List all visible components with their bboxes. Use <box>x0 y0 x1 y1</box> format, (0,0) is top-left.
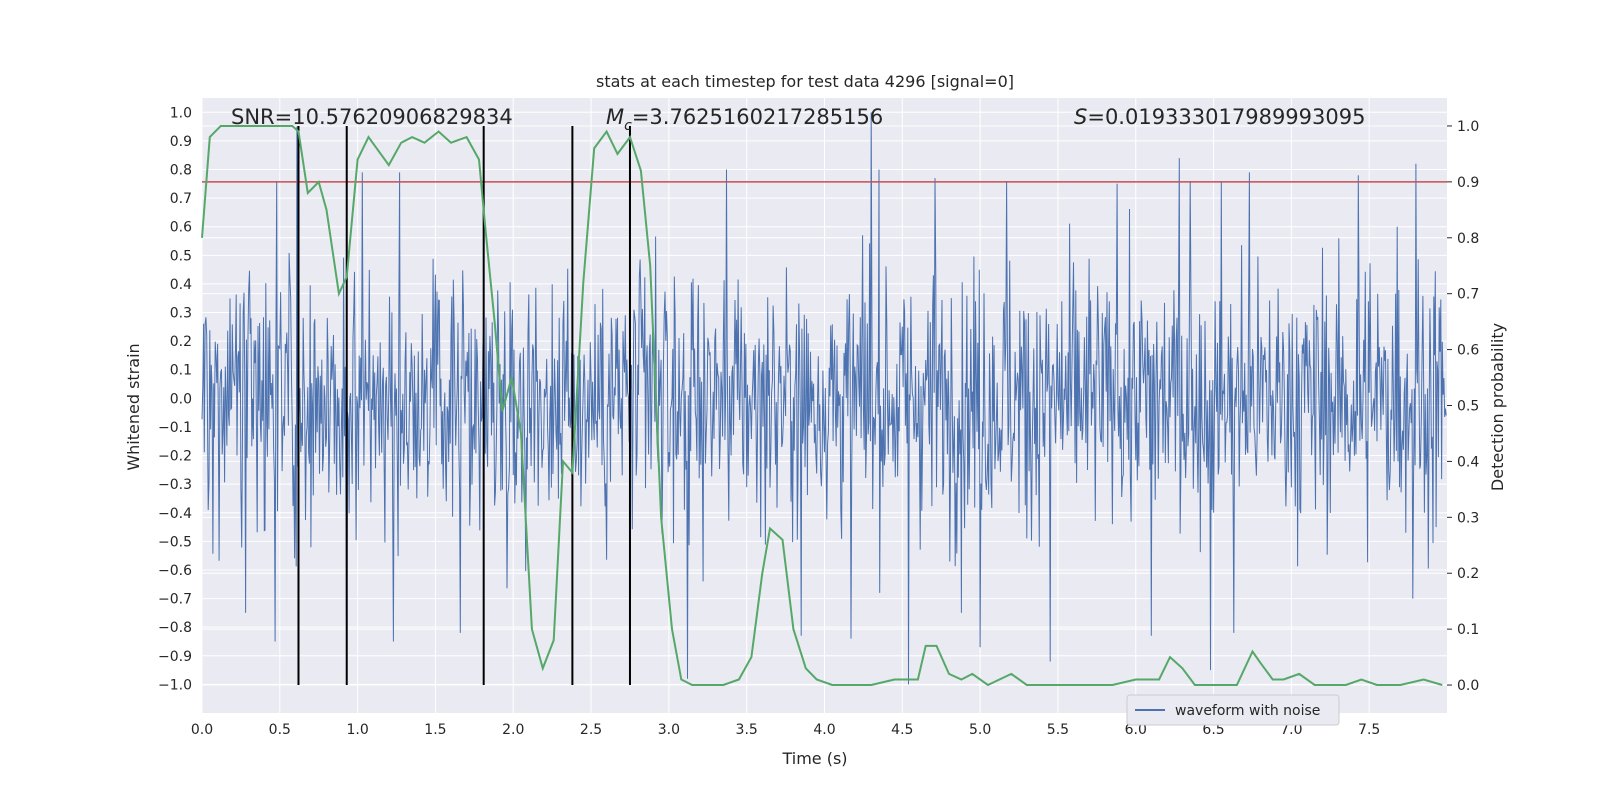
y-tick-label: 0.4 <box>170 277 192 293</box>
x-tick-label: 2.5 <box>580 722 602 738</box>
x-tick-label: 6.5 <box>1202 722 1224 738</box>
x-tick-label: 5.5 <box>1047 722 1069 738</box>
mc-subscript: c <box>624 118 632 134</box>
y-tick-label: −0.2 <box>158 449 192 465</box>
mc-symbol: M <box>606 105 624 129</box>
y-tick-label: 0.6 <box>170 220 192 236</box>
y2-tick-label: 0.2 <box>1457 566 1479 582</box>
y-tick-label: −0.7 <box>158 592 192 608</box>
x-tick-labels: 0.0 0.5 1.0 1.5 2.0 2.5 3.0 3.5 4.0 4.5 5.0 5.5 6.0 6… <box>191 722 1380 738</box>
y-axis-label: Whitened strain <box>124 343 143 470</box>
y-tick-label: −1.0 <box>158 677 192 693</box>
y-tick-label: −0.1 <box>158 420 192 436</box>
legend: waveform with noise <box>1126 694 1340 726</box>
snr-annotation: SNR=10.57620906829834 <box>231 105 513 129</box>
x-tick-label: 0.5 <box>269 722 291 738</box>
y-tick-label: −0.4 <box>158 506 192 522</box>
x-tick-label: 2.0 <box>502 722 524 738</box>
y2-tick-label: 0.4 <box>1457 454 1479 470</box>
y-tick-label: 1.0 <box>170 105 192 121</box>
y2-tick-label: 1.0 <box>1457 119 1479 135</box>
y-tick-label: −0.8 <box>158 620 192 636</box>
noise-series-line <box>201 112 1447 685</box>
s-value: =0.019333017989993095 <box>1087 105 1365 129</box>
y-tick-label: 0.0 <box>170 391 192 407</box>
y2-tick-label: 0.7 <box>1457 287 1479 303</box>
y-tick-label: 0.3 <box>170 306 192 322</box>
x-tick-label: 0.0 <box>191 722 213 738</box>
x-tick-label: 4.0 <box>813 722 835 738</box>
mc-value: =3.7625160217285156 <box>632 105 883 129</box>
x-tick-label: 5.0 <box>969 722 991 738</box>
y-tick-label: 0.1 <box>170 363 192 379</box>
x-tick-label: 1.5 <box>424 722 446 738</box>
vertical-markers <box>297 125 631 686</box>
x-tick-label: 3.0 <box>658 722 680 738</box>
y-tick-label: −0.6 <box>158 563 192 579</box>
x-tick-label: 3.5 <box>736 722 758 738</box>
x-tick-label: 4.5 <box>891 722 913 738</box>
y2-tick-label: 0.5 <box>1457 399 1479 415</box>
y-tick-label: −0.3 <box>158 477 192 493</box>
y2-tick-label: 0.8 <box>1457 231 1479 247</box>
x-tick-label: 7.5 <box>1358 722 1380 738</box>
legend-label: waveform with noise <box>1175 703 1320 719</box>
y2-tick-label: 0.6 <box>1457 343 1479 359</box>
y2-tick-labels: 1.0 0.9 0.8 0.7 0.6 0.5 0.4 0.3 0.2 0.1 0.0 <box>1447 119 1479 694</box>
y-tick-label: 0.9 <box>170 134 192 150</box>
y-tick-label: 0.8 <box>170 163 192 179</box>
y2-axis-label: Detection probability <box>1488 323 1507 491</box>
x-tick-label: 6.0 <box>1125 722 1147 738</box>
y-tick-label: 0.7 <box>170 191 192 207</box>
y-tick-labels: 1.0 0.9 0.8 0.7 0.6 0.5 0.4 0.3 0.2 0.1 0.0 −0.1 −0.… <box>158 105 192 693</box>
detection-probability-line <box>201 125 1443 687</box>
legend-box <box>1126 694 1340 726</box>
chart-title: stats at each timestep for test data 429… <box>596 72 1014 91</box>
x-tick-label: 1.0 <box>346 722 368 738</box>
s-annotation: S=0.019333017989993095 <box>1074 105 1365 129</box>
y-tick-label: −0.5 <box>158 534 192 550</box>
y2-tick-label: 0.0 <box>1457 678 1479 694</box>
chirp-mass-annotation: Mc=3.7625160217285156 <box>606 105 883 134</box>
y-tick-label: 0.2 <box>170 334 192 350</box>
y2-tick-label: 0.3 <box>1457 510 1479 526</box>
s-symbol: S <box>1074 105 1087 129</box>
y-tick-label: −0.9 <box>158 649 192 665</box>
x-tick-label: 7.0 <box>1280 722 1302 738</box>
x-axis-label: Time (s) <box>781 749 847 768</box>
y-tick-label: 0.5 <box>170 248 192 264</box>
y2-tick-label: 0.1 <box>1457 622 1479 638</box>
y2-tick-label: 0.9 <box>1457 175 1479 191</box>
